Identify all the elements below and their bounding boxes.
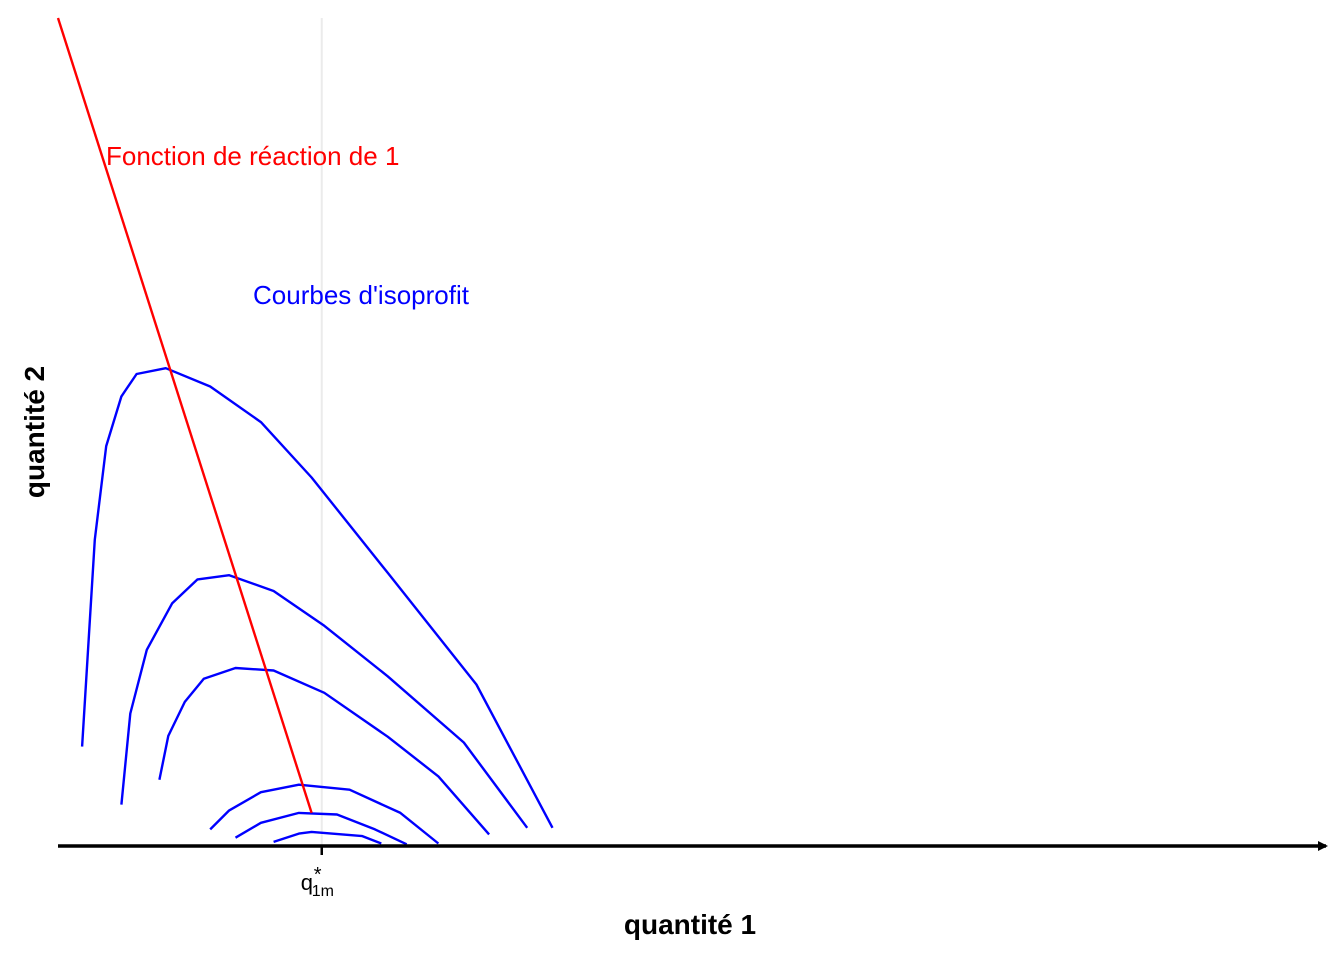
isoprofit-curve-1 bbox=[80, 367, 554, 829]
isoprofit-curve-4 bbox=[209, 783, 440, 845]
reaction-function-label: Fonction de réaction de 1 bbox=[106, 141, 399, 171]
y-axis-title: quantité 2 bbox=[19, 366, 50, 498]
isoprofit-curve-2 bbox=[120, 574, 529, 829]
x-axis-title: quantité 1 bbox=[624, 909, 756, 940]
isoprofit-curve-5 bbox=[234, 811, 408, 846]
reaction-function-line bbox=[56, 17, 313, 814]
isoprofit-label: Courbes d'isoprofit bbox=[253, 280, 470, 310]
x-tick-label-1: q* 1m bbox=[301, 864, 334, 900]
isoprofit-curve-6 bbox=[273, 830, 382, 845]
isoprofit-curve-3 bbox=[158, 666, 491, 836]
